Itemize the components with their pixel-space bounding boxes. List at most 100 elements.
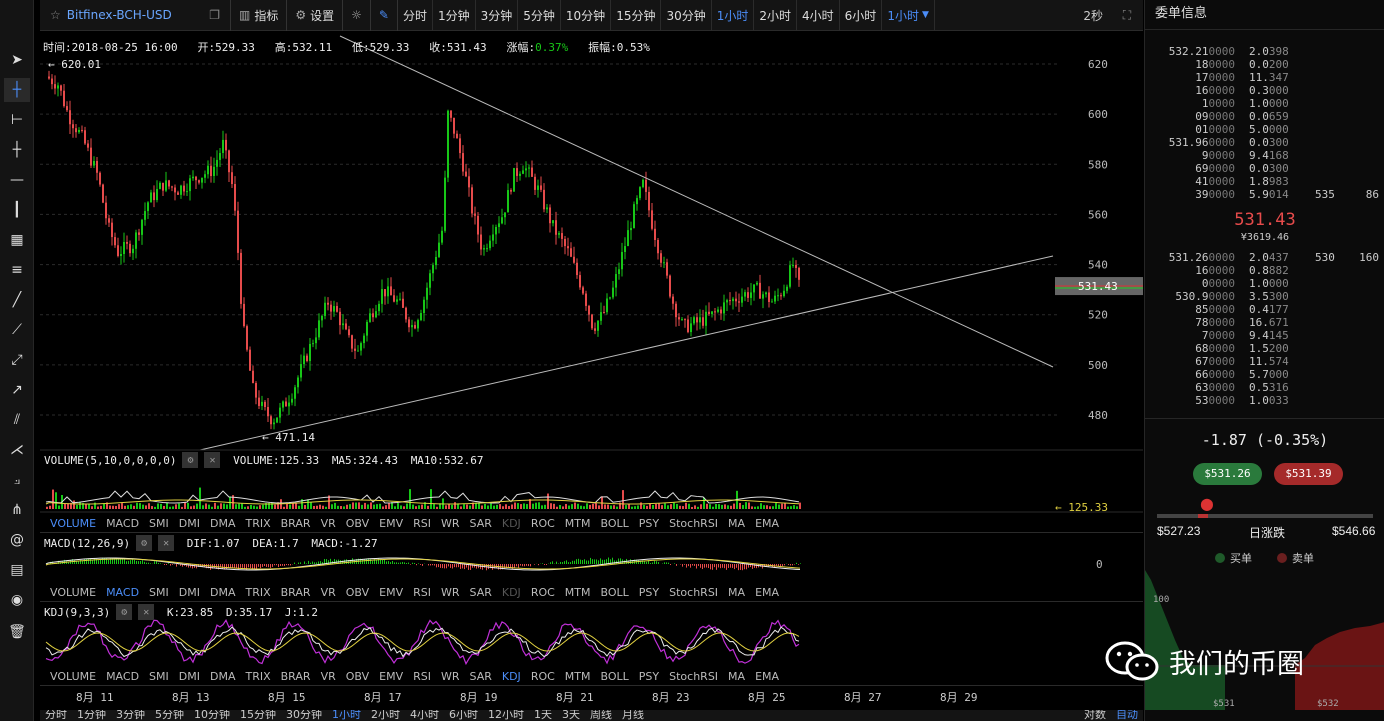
indicator-tab-ma[interactable]: MA — [728, 670, 746, 683]
indicator-tab-vr[interactable]: VR — [320, 670, 336, 683]
bottom-timeframe-1[interactable]: 1分钟 — [77, 710, 106, 721]
indicator-tab-vr[interactable]: VR — [320, 586, 336, 599]
indicator-tab-macd[interactable]: MACD — [106, 670, 140, 683]
indicator-tab-ma[interactable]: MA — [728, 586, 746, 599]
indicator-tab-boll[interactable]: BOLL — [600, 586, 629, 599]
indicator-tab-obv[interactable]: OBV — [345, 517, 370, 530]
segment-tool-icon[interactable]: ⊢ — [10, 112, 24, 128]
price-line-icon[interactable]: ▦ — [10, 232, 24, 248]
bids-row[interactable]: 70000 9.4145 — [1201, 329, 1289, 342]
indicator-tab-trix[interactable]: TRIX — [245, 517, 271, 530]
bottom-timeframe-15[interactable]: 月线 — [622, 710, 644, 721]
indicator-tab-boll[interactable]: BOLL — [600, 517, 629, 530]
asks-row[interactable]: 531.960000 0.0300 — [1168, 136, 1289, 149]
bottom-timeframe-3[interactable]: 5分钟 — [155, 710, 184, 721]
bottom-timeframe-5[interactable]: 15分钟 — [240, 710, 276, 721]
kdj-settings-icon[interactable]: ⚙ — [116, 604, 133, 620]
theme-toggle-button[interactable]: ☼ — [343, 0, 370, 31]
scale-option-1[interactable]: 自动 — [1116, 710, 1138, 721]
indicator-tab-mtm[interactable]: MTM — [564, 517, 591, 530]
bottom-timeframe-6[interactable]: 30分钟 — [286, 710, 322, 721]
bottom-timeframe-8[interactable]: 2小时 — [371, 710, 400, 721]
indicator-tab-smi[interactable]: SMI — [149, 670, 169, 683]
indicator-tab-dmi[interactable]: DMI — [178, 517, 200, 530]
extended-line-icon[interactable]: ↗ — [11, 382, 23, 398]
bottom-timeframe-11[interactable]: 12小时 — [488, 710, 524, 721]
bottom-timeframe-2[interactable]: 3分钟 — [116, 710, 145, 721]
gann-fan-icon[interactable]: ⋔ — [11, 502, 23, 518]
indicator-tab-ema[interactable]: EMA — [755, 670, 780, 683]
indicator-tab-dma[interactable]: DMA — [209, 517, 236, 530]
draw-toggle-button[interactable]: ✎ — [371, 0, 397, 31]
asks-row[interactable]: 010000 5.0000 — [1195, 123, 1289, 136]
indicator-tab-roc[interactable]: ROC — [530, 670, 555, 683]
timeframe-3[interactable]: 5分钟 — [518, 0, 561, 31]
indicator-tab-macd[interactable]: MACD — [106, 517, 140, 530]
indicator-button[interactable]: ▥ 指标 — [231, 0, 286, 31]
bottom-timeframe-12[interactable]: 1天 — [534, 710, 552, 721]
indicator-tab-kdj[interactable]: KDJ — [501, 670, 521, 683]
indicator-tab-wr[interactable]: WR — [440, 517, 460, 530]
indicator-tab-kdj[interactable]: KDJ — [501, 517, 521, 530]
indicator-tab-volume[interactable]: VOLUME — [50, 670, 97, 683]
indicator-tab-smi[interactable]: SMI — [149, 586, 169, 599]
star-icon[interactable]: ☆ — [50, 8, 61, 22]
asks-row[interactable]: 170000 11.347 — [1195, 71, 1289, 84]
fib-fan-icon[interactable]: ⟓ — [13, 472, 21, 488]
indicator-tab-sar[interactable]: SAR — [469, 517, 492, 530]
bids-row[interactable]: 160000 0.8882 — [1195, 264, 1289, 277]
bids-row[interactable]: 670000 11.574 — [1195, 355, 1289, 368]
indicator-tab-brar[interactable]: BRAR — [280, 670, 311, 683]
indicator-tab-macd[interactable]: MACD — [106, 586, 140, 599]
bids-row[interactable]: 530.90000 3.5300 — [1175, 290, 1289, 303]
channel-tool-icon[interactable]: ⫽ — [13, 412, 21, 428]
indicator-tab-psy[interactable]: PSY — [638, 670, 660, 683]
ray-line-icon[interactable]: ⟋ — [12, 322, 22, 338]
indicator-tab-dmi[interactable]: DMI — [178, 670, 200, 683]
bids-row[interactable]: 850000 0.4177 — [1195, 303, 1289, 316]
asks-row[interactable]: 690000 0.0300 — [1195, 162, 1289, 175]
chart-canvas[interactable]: 620 600 580 560 540 520 500 480 ← 620.01 ← 471.14… — [40, 32, 1143, 710]
indicator-tab-roc[interactable]: ROC — [530, 586, 555, 599]
macd-close-icon[interactable]: ✕ — [158, 535, 175, 551]
indicator-tab-wr[interactable]: WR — [440, 586, 460, 599]
asks-row[interactable]: 390000 5.9014 535 86 — [1195, 188, 1379, 201]
indicator-tab-sar[interactable]: SAR — [469, 586, 492, 599]
indicator-tab-volume[interactable]: VOLUME — [50, 517, 97, 530]
horizontal-ray-icon[interactable]: ┼ — [12, 142, 22, 158]
timeframe-2[interactable]: 3分钟 — [476, 0, 519, 31]
indicator-tab-mtm[interactable]: MTM — [564, 586, 591, 599]
bids-row[interactable]: 780000 16.671 — [1195, 316, 1289, 329]
macd-settings-icon[interactable]: ⚙ — [136, 535, 153, 551]
indicator-tab-stochrsi[interactable]: StochRSI — [669, 517, 719, 530]
timeframe-7[interactable]: 1小时 — [712, 0, 755, 31]
measure-icon[interactable]: ▤ — [10, 562, 24, 578]
vertical-line-icon[interactable]: ┃ — [12, 202, 22, 218]
indicator-tab-stochrsi[interactable]: StochRSI — [669, 586, 719, 599]
indicator-tab-emv[interactable]: EMV — [379, 670, 404, 683]
indicator-tab-stochrsi[interactable]: StochRSI — [669, 670, 719, 683]
asks-row[interactable]: 410000 1.8983 — [1195, 175, 1289, 188]
bids-row[interactable]: 680000 1.5200 — [1195, 342, 1289, 355]
bids-row[interactable]: 660000 5.7000 — [1195, 368, 1289, 381]
arrow-line-icon[interactable]: ⤢ — [11, 352, 23, 368]
indicator-tab-trix[interactable]: TRIX — [245, 586, 271, 599]
indicator-tab-vr[interactable]: VR — [320, 517, 336, 530]
volume-settings-icon[interactable]: ⚙ — [182, 452, 199, 468]
timeframe-9[interactable]: 4小时 — [797, 0, 840, 31]
asks-row[interactable]: 090000 0.0659 — [1195, 110, 1289, 123]
bids-row[interactable]: 630000 0.5316 — [1195, 381, 1289, 394]
indicator-tab-volume[interactable]: VOLUME — [50, 586, 97, 599]
indicator-tab-wr[interactable]: WR — [440, 670, 460, 683]
best-bid-pill[interactable]: $531.26 — [1193, 463, 1262, 485]
indicator-tab-brar[interactable]: BRAR — [280, 586, 311, 599]
chart-area[interactable]: 620 600 580 560 540 520 500 480 ← 620.01 ← 471.14… — [40, 32, 1143, 710]
timeframe-1[interactable]: 1分钟 — [433, 0, 476, 31]
indicator-tab-boll[interactable]: BOLL — [600, 670, 629, 683]
bottom-timeframe-14[interactable]: 周线 — [590, 710, 612, 721]
indicator-tab-rsi[interactable]: RSI — [413, 670, 431, 683]
bottom-timeframe-7[interactable]: 1小时 — [332, 710, 361, 721]
indicator-tab-mtm[interactable]: MTM — [564, 670, 591, 683]
indicator-tab-ma[interactable]: MA — [728, 517, 746, 530]
timeframe-4[interactable]: 10分钟 — [561, 0, 612, 31]
